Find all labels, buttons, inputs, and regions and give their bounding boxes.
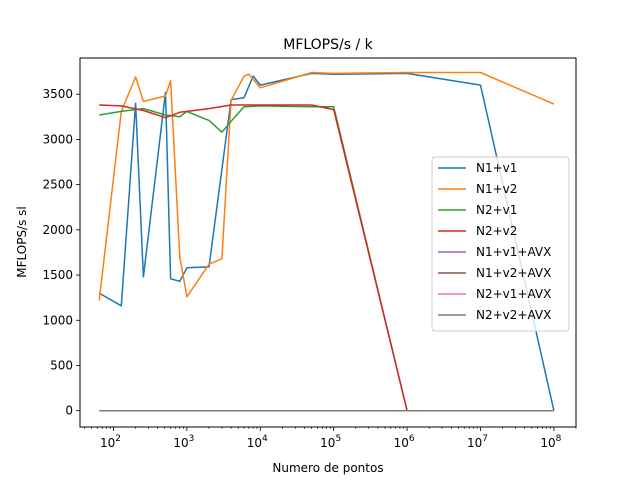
y-axis-title: MFLOPS/s sl	[15, 206, 29, 278]
y-tick-label: 1000	[42, 313, 73, 327]
y-tick-label: 0	[65, 404, 73, 418]
y-tick-label: 500	[50, 359, 73, 373]
legend-label: N2+v2	[476, 224, 517, 238]
y-tick-label: 2500	[42, 178, 73, 192]
series-layer	[98, 71, 555, 412]
legend-label: N1+v1	[476, 161, 517, 175]
x-axis-title: Numero de pontos	[272, 461, 383, 475]
y-tick-label: 3000	[42, 132, 73, 146]
series-line-n1-v1	[98, 72, 555, 411]
legend: N1+v1 N1+v2 N2+v1 N2+v2 N1+v1+AVX N1+v2+AVX N2…	[431, 156, 570, 332]
legend-frame	[431, 156, 570, 332]
legend-label: N1+v1+AVX	[476, 245, 551, 259]
x-tick-label: 107	[467, 434, 488, 450]
x-tick-label: 106	[394, 434, 415, 450]
chart-title: MFLOPS/s / k	[283, 37, 373, 53]
x-tick-label: 108	[540, 434, 561, 450]
x-tick-label: 105	[320, 434, 341, 450]
plot-frame	[79, 57, 577, 428]
y-tick-label: 2000	[42, 223, 73, 237]
y-tick-label: 1500	[42, 268, 73, 282]
x-tick-label: 103	[173, 434, 194, 450]
series-line-n1-v2	[98, 71, 555, 301]
legend-label: N2+v2+AVX	[476, 308, 551, 322]
legend-label: N1+v2	[476, 182, 517, 196]
x-tick-label: 104	[247, 434, 268, 450]
series-line-n2-v2	[99, 104, 554, 412]
x-tick-label: 102	[100, 434, 121, 450]
legend-label: N1+v2+AVX	[476, 266, 551, 280]
legend-label: N2+v1	[476, 203, 517, 217]
axis-ticks: 0 500 1000 1500 2000 2500 3000 3500 102 103 104 105…	[42, 87, 577, 450]
y-tick-label: 3500	[42, 87, 73, 101]
legend-label: N2+v1+AVX	[476, 287, 551, 301]
